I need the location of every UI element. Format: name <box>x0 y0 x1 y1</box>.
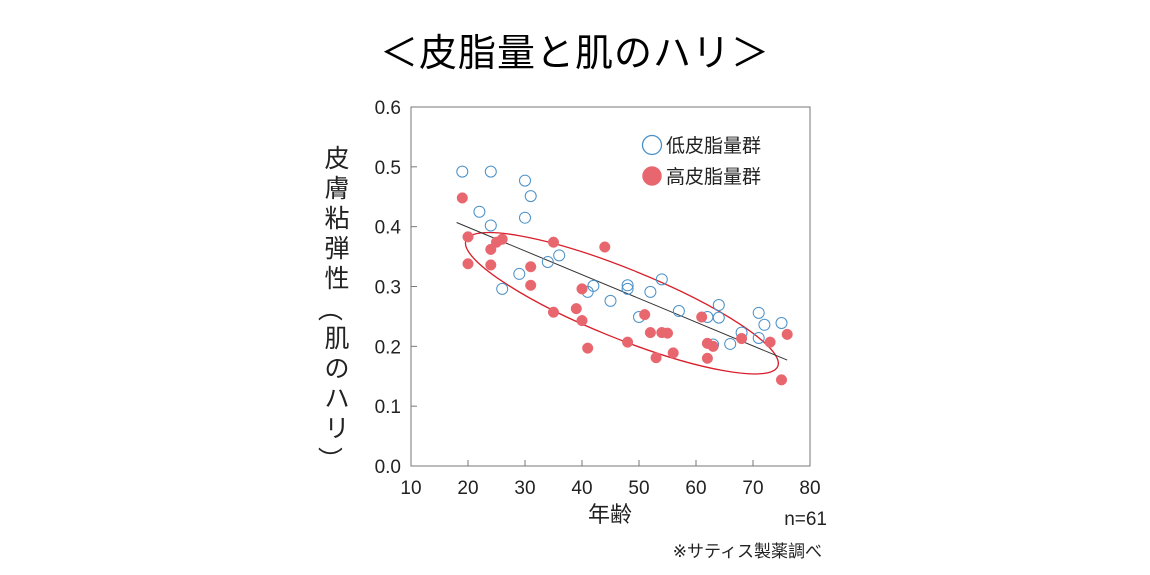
x-tick-label: 80 <box>799 478 820 499</box>
high-sebum-point <box>496 233 508 245</box>
high-sebum-point <box>456 192 468 204</box>
y-axis-label-char: 膚 <box>324 174 349 203</box>
low-sebum-point <box>724 337 737 350</box>
high-sebum-point <box>736 333 748 345</box>
points-layer <box>456 165 793 386</box>
low-sebum-point <box>672 305 685 318</box>
low-sebum-point <box>758 318 771 331</box>
y-axis-label-char: 皮 <box>324 144 349 173</box>
high-sebum-point <box>462 231 474 243</box>
high-sebum-point <box>576 315 588 327</box>
chart-title: ＜皮脂量と肌のハリ＞ <box>379 31 770 75</box>
low-sebum-point <box>541 255 554 268</box>
high-sebum-point <box>576 283 588 295</box>
high-sebum-point <box>547 236 560 248</box>
axes: 0.0 0.1 0.2 0.3 0.4 0.5 0.6 10 20 30 40 50 60 70 80 <box>375 98 821 499</box>
y-tick-label: 0.1 <box>375 397 401 418</box>
low-sebum-point <box>524 190 537 203</box>
high-sebum-point <box>781 328 793 340</box>
y-axis-label-char: ハ <box>324 384 349 413</box>
y-tick-label: 0.2 <box>375 337 401 358</box>
low-sebum-point <box>712 299 725 312</box>
low-sebum-point <box>496 282 509 295</box>
sample-size-label: n=61 <box>784 509 827 530</box>
low-sebum-point <box>712 311 725 324</box>
low-sebum-point <box>752 331 765 344</box>
legend-filled-circle-icon <box>642 166 662 186</box>
x-tick-label: 10 <box>400 478 421 499</box>
y-tick-label: 0.0 <box>375 457 401 478</box>
low-sebum-point <box>519 174 531 187</box>
low-sebum-point <box>621 282 634 295</box>
y-tick-label: 0.6 <box>375 98 401 119</box>
high-sebum-point <box>764 336 776 348</box>
low-sebum-point <box>456 165 469 178</box>
x-tick-label: 70 <box>742 478 763 499</box>
high-sebum-point <box>701 352 713 364</box>
low-sebum-point <box>484 165 497 178</box>
high-sebum-point <box>696 311 708 323</box>
low-sebum-point <box>519 211 531 224</box>
high-sebum-point <box>570 303 582 315</box>
high-sebum-point <box>775 374 788 386</box>
high-sebum-point <box>525 261 537 273</box>
y-tick-label: 0.4 <box>375 218 402 239</box>
legend-label: 低皮脂量群 <box>666 135 761 157</box>
high-sebum-point <box>599 241 611 253</box>
legend-label: 高皮脂量群 <box>666 166 761 188</box>
x-tick-label: 20 <box>457 478 478 499</box>
trendline <box>456 222 788 361</box>
high-sebum-point <box>639 309 651 321</box>
high-sebum-point <box>707 340 719 352</box>
low-sebum-point <box>553 249 566 262</box>
y-axis-label-char: 性 <box>324 264 349 293</box>
high-sebum-point <box>525 279 537 291</box>
low-sebum-point <box>621 279 634 292</box>
high-sebum-point <box>462 258 474 270</box>
y-axis-label-char: の <box>324 354 349 383</box>
low-sebum-point <box>587 279 600 292</box>
y-axis-label-char: リ <box>324 414 349 443</box>
high-sebum-point <box>644 327 656 339</box>
high-sebum-point <box>650 352 662 364</box>
y-axis-label-char: 肌 <box>324 324 349 353</box>
low-sebum-point <box>513 267 526 280</box>
low-sebum-point <box>484 219 497 232</box>
low-sebum-point <box>604 294 617 307</box>
high-sebum-point <box>622 336 634 348</box>
high-sebum-point <box>547 306 560 318</box>
x-axis-label: 年齢 <box>588 503 632 528</box>
high-sebum-point <box>667 347 679 359</box>
low-sebum-point <box>473 205 486 218</box>
y-axis-label-char: ） <box>315 446 344 471</box>
low-sebum-point <box>655 273 668 286</box>
y-axis-label-char: 粘 <box>324 204 349 233</box>
x-tick-label: 60 <box>685 478 706 499</box>
y-tick-label: 0.5 <box>375 158 401 179</box>
trendline-layer <box>456 222 788 361</box>
low-sebum-point <box>775 316 788 329</box>
x-tick-label: 50 <box>628 478 649 499</box>
x-tick-label: 40 <box>571 478 592 499</box>
high-sebum-point <box>661 327 674 339</box>
high-sebum-point <box>582 342 594 354</box>
high-sebum-point <box>485 259 497 271</box>
y-axis-label-char: （ <box>315 296 344 321</box>
low-sebum-point <box>644 285 657 298</box>
legend-open-circle-icon <box>641 134 663 156</box>
x-tick-label: 30 <box>514 478 535 499</box>
y-tick-label: 0.3 <box>375 278 401 299</box>
low-sebum-point <box>752 306 765 319</box>
y-axis-label-char: 弾 <box>324 234 349 263</box>
source-note: ※サティス製薬調べ <box>673 542 822 562</box>
